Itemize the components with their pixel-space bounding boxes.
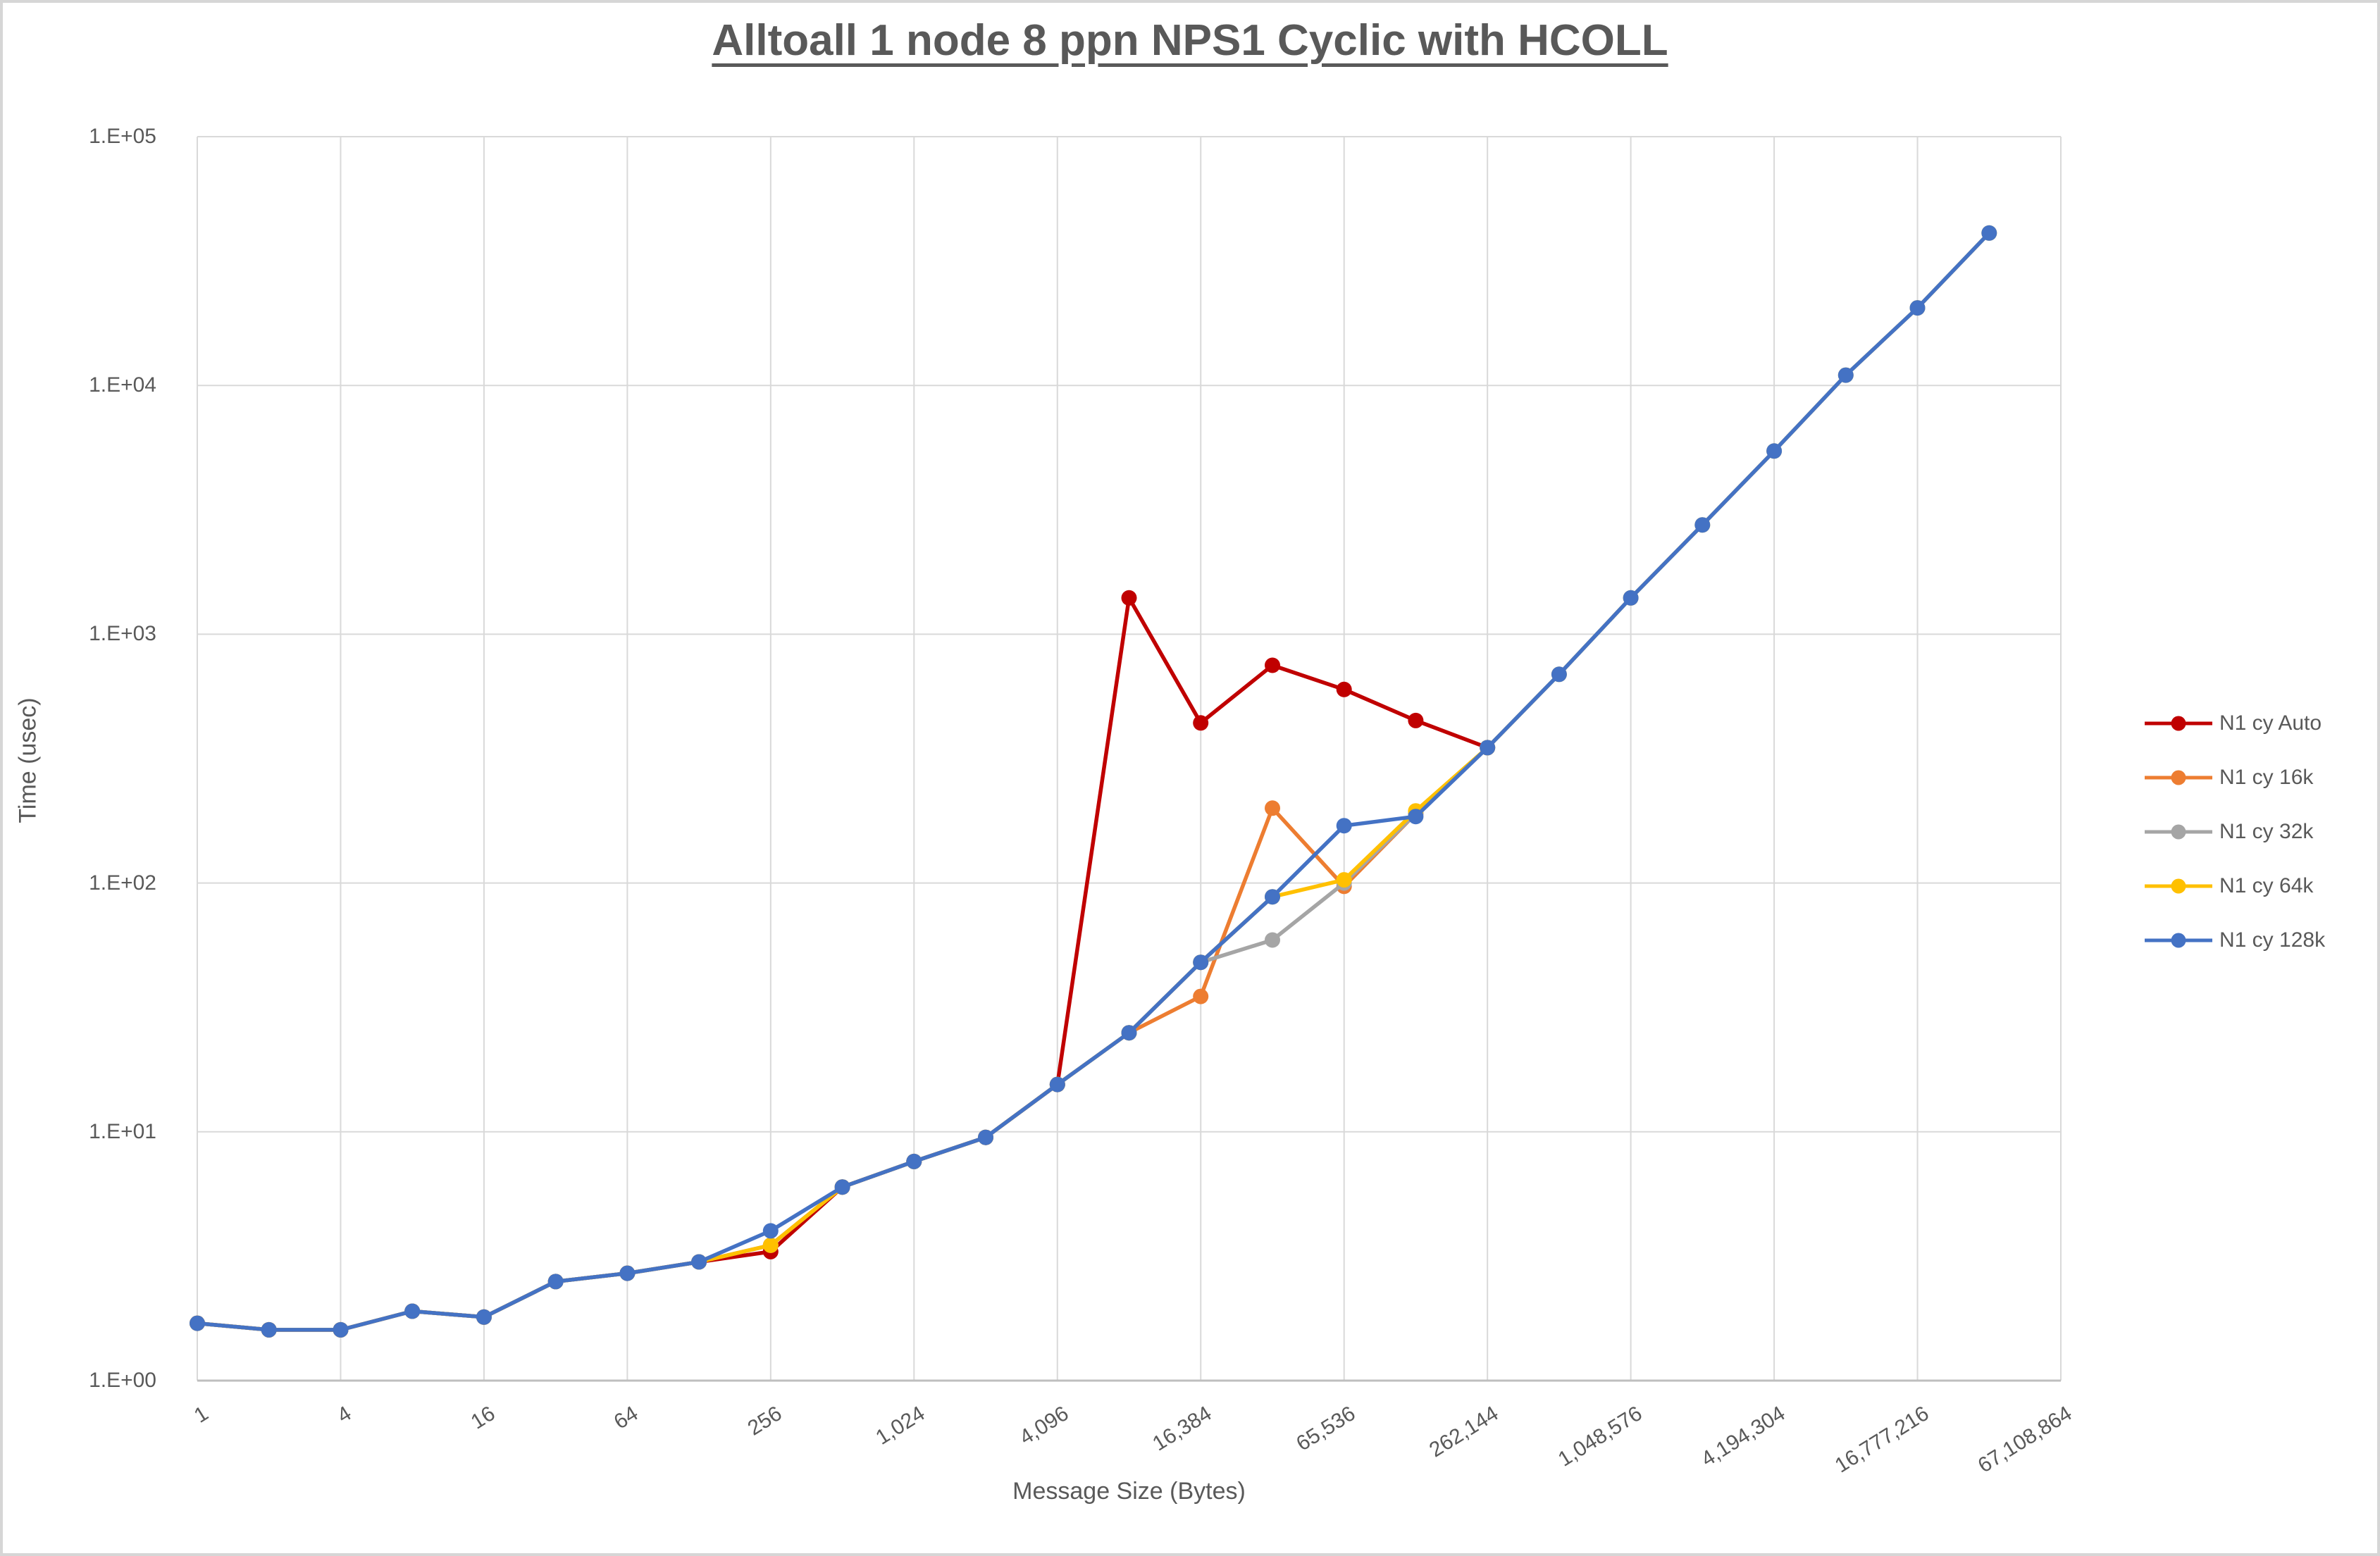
data-point	[1909, 300, 1926, 316]
legend-marker	[2145, 878, 2212, 893]
legend-marker	[2145, 716, 2212, 730]
legend-label: N1 cy 16k	[2219, 765, 2314, 789]
legend-label: N1 cy 64k	[2219, 873, 2314, 897]
data-point	[1336, 872, 1352, 888]
data-point	[1265, 800, 1280, 816]
data-point	[691, 1254, 707, 1270]
data-point	[1480, 740, 1496, 756]
data-point	[1265, 932, 1280, 948]
data-point	[261, 1321, 277, 1338]
series-line-n1-cy-32k	[195, 745, 1489, 1332]
legend-marker	[2145, 770, 2212, 785]
legend-label: N1 cy 128k	[2219, 928, 2326, 952]
x-axis-title: Message Size (Bytes)	[1012, 1478, 1246, 1505]
data-point	[1193, 954, 1209, 971]
data-point	[333, 1321, 349, 1338]
data-point	[1265, 657, 1280, 673]
legend-item-n1-cy-auto: N1 cy Auto	[2143, 696, 2325, 750]
data-point	[1623, 590, 1639, 606]
data-point	[762, 1237, 779, 1253]
data-point	[404, 1303, 421, 1319]
data-point	[1193, 988, 1209, 1004]
data-point	[1336, 818, 1352, 834]
data-point	[1049, 1076, 1065, 1093]
data-point	[1408, 809, 1424, 825]
chart-title: Alltoall 1 node 8 ppn NPS1 Cyclic with H…	[712, 16, 1668, 65]
data-point	[1265, 889, 1280, 905]
series-line-n1-cy-64k	[195, 231, 1992, 1332]
data-point	[1837, 367, 1854, 383]
data-point	[834, 1179, 850, 1195]
data-point	[1408, 712, 1424, 728]
series-line-n1-cy-128k	[195, 231, 1992, 1332]
y-tick-label: 1.E+03	[89, 622, 156, 646]
data-point	[762, 1223, 779, 1239]
data-point	[978, 1129, 993, 1145]
series-line-n1-cy-16k	[195, 745, 1489, 1332]
data-point	[1121, 590, 1137, 606]
data-point	[1981, 225, 1997, 241]
data-point	[476, 1309, 492, 1325]
legend-label: N1 cy 32k	[2219, 819, 2314, 843]
data-point	[906, 1153, 922, 1169]
legend-item-n1-cy-128k: N1 cy 128k	[2143, 913, 2325, 967]
y-tick-label: 1.E+01	[89, 1119, 156, 1143]
legend-marker	[2145, 933, 2212, 947]
data-point	[619, 1265, 636, 1281]
legend: N1 cy Auto N1 cy 16k N1 cy 32k N1 cy 64k N1 …	[2143, 696, 2325, 967]
data-point	[547, 1274, 564, 1290]
data-point	[1766, 443, 1783, 459]
series-line-n1-cy-auto	[195, 596, 1489, 1332]
data-point	[1121, 1025, 1137, 1041]
legend-item-n1-cy-64k: N1 cy 64k	[2143, 859, 2325, 913]
legend-marker	[2145, 824, 2212, 839]
data-point	[190, 1315, 205, 1331]
y-tick-label: 1.E+04	[89, 373, 156, 397]
y-tick-label: 1.E+00	[89, 1369, 156, 1392]
data-point	[1694, 517, 1711, 533]
y-tick-label: 1.E+05	[89, 125, 156, 148]
legend-item-n1-cy-16k: N1 cy 16k	[2143, 750, 2325, 804]
legend-label: N1 cy Auto	[2219, 711, 2322, 735]
legend-item-n1-cy-32k: N1 cy 32k	[2143, 804, 2325, 859]
data-point	[1551, 666, 1567, 683]
y-tick-label: 1.E+02	[89, 871, 156, 895]
data-point	[1336, 681, 1352, 697]
data-point	[1193, 715, 1209, 731]
